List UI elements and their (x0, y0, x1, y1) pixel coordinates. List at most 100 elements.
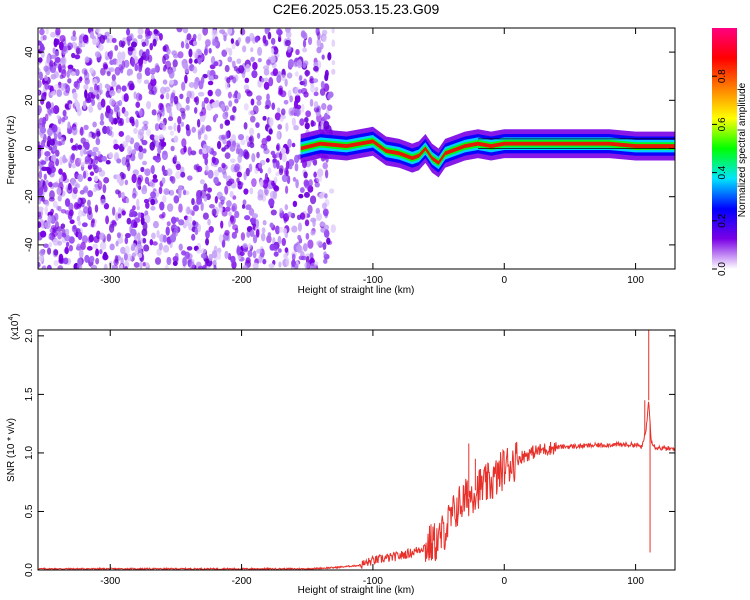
spectrogram-cell (111, 80, 117, 88)
x-tick-label: -200 (232, 576, 252, 587)
spectrogram-cell (256, 132, 261, 139)
spectrogram-cell (304, 122, 310, 130)
spectrogram-cell (182, 256, 188, 266)
spectrogram-cell (313, 65, 319, 72)
spectrogram-cell (200, 253, 207, 259)
spectrogram-cell (152, 241, 158, 246)
spectrogram-cell (275, 171, 280, 177)
spectrogram-cell (231, 203, 238, 212)
spectrogram-cell (125, 135, 131, 143)
colorbar: 0.0 0.2 0.4 0.6 0.8 Normalized spectral ampl… (712, 28, 748, 276)
snr-frame (37, 329, 676, 571)
spectrogram-cell (75, 228, 81, 234)
spectrogram-cell (178, 219, 185, 226)
spectrogram-cell (40, 160, 47, 165)
spectrogram-cell (145, 48, 150, 58)
spectrogram-cell (219, 195, 226, 202)
spectrogram-cell (45, 28, 49, 35)
spectrogram-cell (321, 202, 327, 210)
spectrogram-cell (106, 233, 112, 242)
spectrogram-cell (227, 28, 233, 35)
spectrogram-cell (144, 67, 151, 76)
spectrogram-cell (38, 206, 44, 212)
spectrogram-cell (65, 241, 70, 247)
spectrogram-cell (50, 102, 54, 110)
spectrogram-cell (316, 240, 323, 247)
spectrogram-cell (249, 229, 255, 238)
spectrogram-cell (58, 41, 64, 51)
spectrogram-cell (224, 250, 229, 259)
spectrogram-cell (89, 255, 95, 263)
spectrogram-cell (82, 34, 89, 44)
spectrogram-cell (169, 175, 174, 182)
spectrogram-cell (88, 107, 94, 113)
spectrogram-cell (167, 116, 174, 122)
spectrogram-cell (281, 153, 287, 163)
spectrogram-cell (199, 115, 206, 122)
spectrogram-cell (307, 204, 313, 215)
spectrogram-cell (120, 257, 124, 267)
spectrogram-cell (294, 86, 301, 97)
spectrogram-cell (278, 226, 284, 233)
snr-axis-ticks: -300 -200 -100 0 100 0.0 0.5 1.0 1.5 2.0 (24, 328, 675, 587)
spectrogram-cell (39, 43, 45, 52)
spectrogram-cell (124, 179, 129, 186)
spectrogram-cell (44, 75, 48, 82)
spectrogram-cell (121, 191, 125, 199)
spectrogram-cell (166, 203, 174, 212)
spectrogram-cell (95, 137, 101, 146)
spectrogram-cell (267, 232, 272, 237)
spectrogram-cell (144, 168, 151, 177)
spectrogram-cell (300, 30, 306, 38)
y-tick-label: -20 (24, 189, 35, 204)
spectrogram-cell (175, 170, 181, 180)
spectrogram-cell (251, 216, 257, 225)
figure-title: C2E6.2025.053.15.23.G09 (273, 1, 440, 17)
spectrogram-cell (305, 253, 311, 259)
spectrogram-cell (159, 214, 164, 219)
spectrogram-cell (246, 230, 251, 238)
spectrogram-cell (75, 69, 80, 77)
spectrogram-cell (220, 103, 226, 111)
spectrogram-cell (161, 165, 165, 173)
spectrogram-cell (68, 67, 73, 75)
spectrogram-cell (186, 175, 193, 181)
spectrogram-cell (75, 47, 82, 55)
spectrogram-cell (193, 97, 198, 103)
spectrogram-cell (178, 203, 183, 213)
spectrogram-cell (293, 61, 298, 68)
spectrogram-cell (44, 81, 49, 90)
x-tick-label: 100 (627, 275, 644, 286)
spectrogram-cell (138, 150, 144, 160)
spectrogram-cell (121, 210, 126, 216)
spectrogram-cell (322, 241, 327, 250)
spectrogram-cell (165, 92, 170, 100)
spectrogram-cell (45, 101, 52, 110)
spectrogram-cells (38, 28, 336, 269)
spectrogram-cell (243, 151, 250, 160)
spectrogram-cell (188, 58, 193, 64)
spectrogram-cell (304, 69, 311, 76)
spectrogram-cell (77, 173, 84, 183)
spectrogram-cell (58, 63, 62, 73)
spectrogram-cell (310, 230, 316, 236)
spectrogram-cell (137, 212, 142, 219)
spectrogram-cell (51, 124, 58, 133)
spectrogram-cell (83, 206, 89, 214)
spectrogram-cell (117, 109, 122, 118)
spectrogram-cell (108, 223, 115, 233)
spectrogram-cell (197, 265, 204, 269)
spectrogram-cell (50, 208, 54, 215)
spectrogram-cell (213, 176, 219, 185)
spectrogram-cell (141, 126, 146, 131)
spectrogram-cell (245, 135, 250, 143)
spectrogram-cell (272, 68, 279, 77)
spectrogram-cell (166, 48, 171, 55)
spectrogram-cell (79, 190, 85, 195)
spectrogram-cell (268, 77, 274, 87)
spectrogram-cell (55, 149, 60, 157)
spectrogram-cell (285, 169, 289, 177)
spectrogram-cell (181, 81, 186, 91)
spectrogram-cell (46, 140, 51, 148)
y-tick-label: 0 (24, 145, 35, 151)
